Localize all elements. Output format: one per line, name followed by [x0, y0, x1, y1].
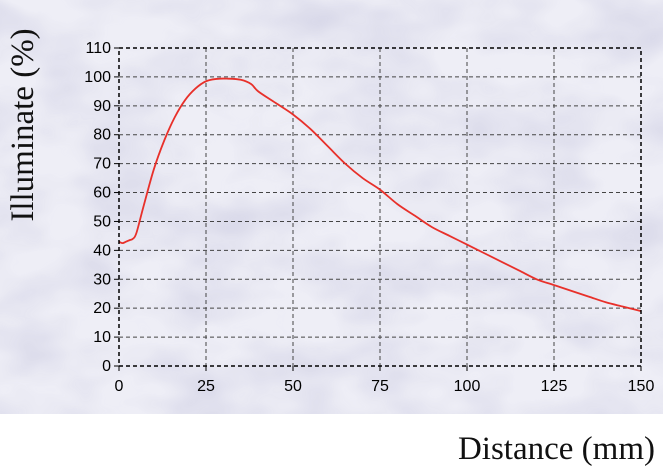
y-tick-label: 110	[85, 40, 111, 57]
x-tick-label: 125	[541, 378, 568, 395]
y-tick-label: 20	[93, 300, 111, 317]
y-tick-label: 10	[93, 329, 111, 346]
axis-ticks: 0 10 20 30 40 50 60 70 80 90 100 110 0 25 50 75 100 125 15…	[84, 40, 654, 395]
y-tick-label: 80	[93, 127, 111, 144]
x-tick-label: 150	[628, 378, 655, 395]
y-tick-label: 30	[93, 271, 111, 288]
illumination-curve	[118, 77, 642, 312]
x-axis-title: Distance (mm)	[458, 431, 655, 467]
x-tick-label: 100	[454, 378, 481, 395]
x-tick-label: 50	[284, 378, 302, 395]
y-tick-label: 50	[93, 213, 111, 230]
y-tick-label: 60	[93, 185, 111, 202]
y-tick-label: 100	[84, 69, 111, 86]
y-axis-title: Illuminate (%)	[5, 28, 41, 221]
y-tick-label: 40	[93, 242, 111, 259]
x-tick-label: 25	[197, 378, 215, 395]
marble-texture	[0, 0, 663, 414]
series-group	[118, 77, 642, 312]
chart-panel	[0, 0, 663, 414]
x-tick-label: 0	[115, 378, 124, 395]
plot-frame	[118, 47, 642, 367]
x-tick-label: 75	[371, 378, 389, 395]
y-tick-label: 70	[93, 156, 111, 173]
grid-lines	[119, 48, 641, 366]
y-tick-label: 90	[93, 98, 111, 115]
y-tick-label: 0	[102, 358, 111, 375]
